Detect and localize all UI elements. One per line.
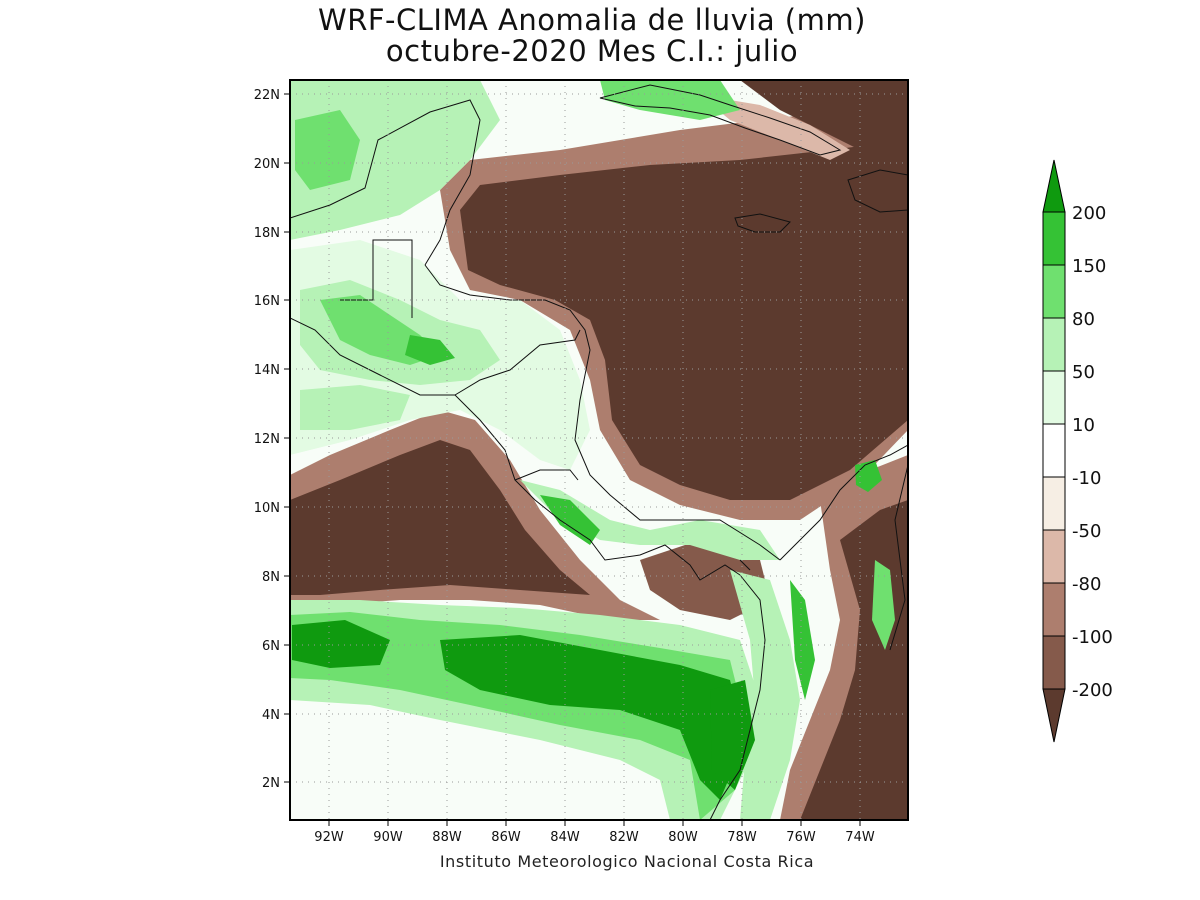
costa-rica-wet [520,480,780,560]
colorbar-segment [1042,529,1066,584]
legend-label: 200 [1072,203,1106,224]
colombia-itcz-wet [710,680,755,790]
lat-label: 14N [254,363,280,378]
caribbean-dry-inner [460,140,908,500]
central-america-pacific-coast [290,317,741,581]
guatemala-wet-core [405,335,455,365]
colombia-caribbean-coast [779,444,908,561]
gridlines [290,80,908,820]
cuba-outline [599,84,842,156]
honduras-nicaragua-border [454,329,581,396]
lat-label: 4N [262,708,280,723]
lat-label: 16N [254,294,280,309]
legend-label: -80 [1072,574,1101,595]
lon-label: 84W [550,830,580,845]
lat-label: 6N [262,639,280,654]
lat-label: 12N [254,432,280,447]
lon-label: 92W [314,830,344,845]
legend-label: -50 [1072,521,1101,542]
colorbar-segment [1042,317,1066,372]
legend-label: 150 [1072,256,1106,277]
lon-label: 78W [727,830,757,845]
coastlines [290,84,908,820]
colombia-wet-core [790,580,815,700]
lat-label: 20N [254,157,280,172]
central-america-caribbean-coast [424,264,781,561]
lon-label: 90W [373,830,403,845]
lat-label: 10N [254,501,280,516]
lat-label: 2N [262,776,280,791]
itcz-wet-strong-central [440,635,745,800]
legend-label: 80 [1072,309,1095,330]
legend-label: -200 [1072,680,1113,701]
colorbar-segment [1042,423,1066,478]
lon-label: 88W [432,830,462,845]
darien-dry [640,540,770,620]
lat-label: 8N [262,570,280,585]
colorbar-segment [1042,635,1066,690]
legend-label: 10 [1072,415,1095,436]
nicaragua-costa-rica-border [514,469,579,481]
colorbar-top-arrow [1042,159,1066,213]
longitude-labels: 92W 90W 88W 86W 84W 82W 80W 78W 76W 74W [314,830,875,845]
colorbar-segment [1042,476,1066,531]
lon-label: 80W [668,830,698,845]
cuba-margin [700,95,850,160]
caribbean-north-wet [600,80,740,120]
panama-colombia-border [739,559,751,571]
colorbar-labels: 200 150 80 50 10 -10 -50 -80 -100 -200 [1072,203,1113,701]
anomaly-field [290,80,908,820]
venezuela-border [889,464,908,651]
gulf-wet-moderate [295,110,360,190]
lat-label: 18N [254,226,280,241]
mexico-gulf-coast [290,99,481,266]
colorbar-segment [1042,370,1066,425]
credit-line: Instituto Meteorologico Nacional Costa R… [439,852,815,871]
map-frame [289,79,909,821]
colorbar-segment [1042,211,1066,266]
northeast-dry [740,80,908,150]
pacific-guatemala-wet [300,385,410,430]
lon-label: 82W [609,830,639,845]
jamaica-outline [734,213,791,233]
legend-label: 50 [1072,362,1095,383]
andes-wet-strip [872,560,895,650]
colorbar [1042,159,1066,743]
hispaniola-outline [847,169,908,213]
colorbar-segment [1042,264,1066,319]
lon-label: 86W [491,830,521,845]
colorbar-segment [1042,582,1066,637]
colombia-pacific-coast [709,574,766,820]
lon-label: 76W [786,830,816,845]
colorbar-bottom-arrow [1042,688,1066,743]
map-title: WRF-CLIMA Anomalia de lluvia (mm) [318,3,866,37]
itcz-wet-strong [292,620,390,668]
legend-label: -10 [1072,468,1101,489]
map-subtitle: octubre-2020 Mes C.I.: julio [385,34,799,68]
lon-label: 74W [845,830,875,845]
tick-marks [284,93,861,826]
latitude-labels: 22N 20N 18N 16N 14N 12N 10N 8N 6N 4N 2N [254,88,280,791]
lat-label: 22N [254,88,280,103]
legend-label: -100 [1072,627,1113,648]
pacific-dry-inner [290,440,590,595]
